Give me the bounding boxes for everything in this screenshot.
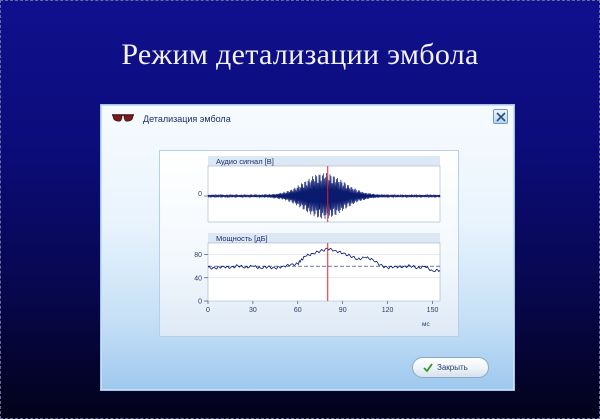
close-button-label: Закрыть	[437, 363, 468, 372]
window-titlebar: Детализация эмбола	[101, 105, 514, 131]
power-chart-title: Мощность [дБ]	[216, 234, 268, 243]
power-series-line	[207, 247, 441, 273]
power-x-tick-label: 150	[427, 307, 439, 314]
power-x-tick-label: 120	[382, 307, 394, 314]
audio-signal-line	[207, 173, 441, 219]
chart-panel: Аудио сигнал [В] 0 Мощность [дБ] 80 40 0 0…	[159, 150, 459, 337]
close-button[interactable]: Закрыть	[412, 357, 489, 378]
slide-title: Режим детализации эмбола	[121, 38, 479, 71]
power-y-tick-label: 80	[194, 252, 202, 259]
x-axis-unit: мс	[422, 321, 430, 328]
power-x-tick-label: 30	[249, 307, 257, 314]
check-icon	[423, 363, 433, 373]
window-title: Детализация эмбола	[143, 114, 231, 124]
window-close-button[interactable]	[493, 109, 508, 124]
power-plot-area	[207, 242, 441, 302]
audio-chart-title: Аудио сигнал [В]	[216, 157, 274, 166]
close-x-icon	[496, 112, 506, 122]
power-y-tick-label: 40	[194, 275, 202, 282]
power-x-tick-label: 90	[339, 307, 347, 314]
audio-y-tick-label: 0	[198, 191, 202, 198]
power-y-tick-label: 0	[198, 299, 202, 306]
charts-canvas: Аудио сигнал [В] 0 Мощность [дБ] 80 40 0 0…	[194, 156, 441, 328]
audio-chart-title-bg	[208, 156, 440, 166]
power-x-tick-label: 0	[206, 307, 210, 314]
embolus-detail-window: Детализация эмбола Аудио сигнал [В] 0 Мо…	[100, 104, 515, 391]
power-chart-title-bg	[208, 233, 440, 243]
glasses-icon	[112, 114, 134, 122]
power-x-tick-label: 60	[294, 307, 302, 314]
